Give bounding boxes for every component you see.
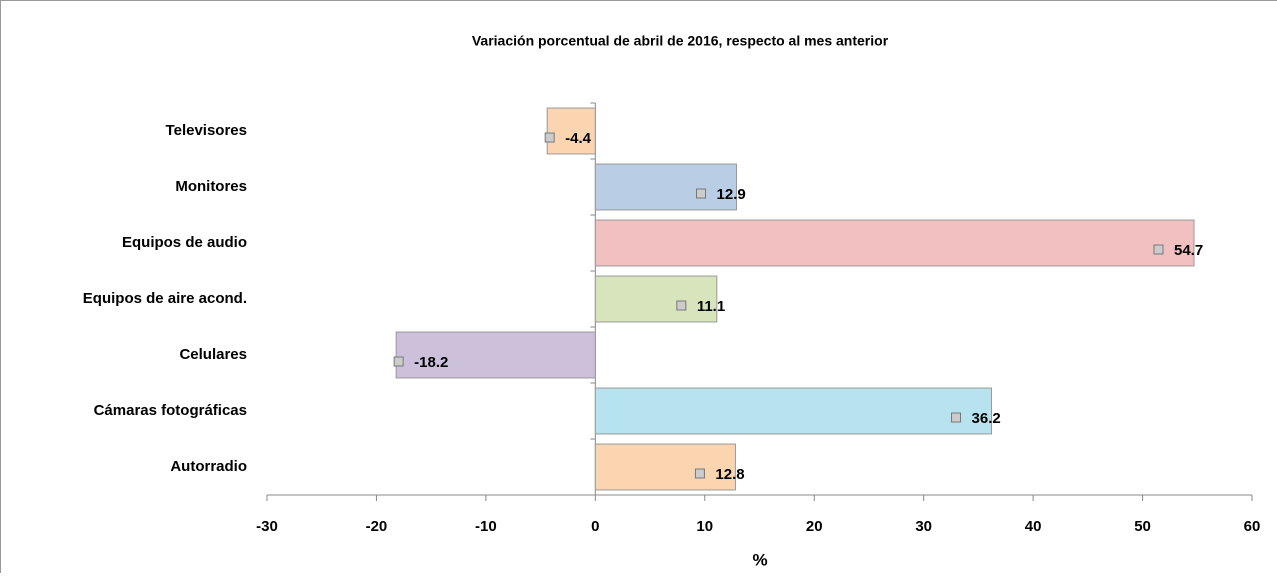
y-tick-label: Celulares — [179, 346, 247, 363]
y-tick-label: Autorradio — [170, 458, 247, 475]
label-marker — [697, 189, 706, 198]
x-tick-label: -10 — [475, 518, 497, 535]
label-marker — [394, 357, 403, 366]
label-marker — [952, 413, 961, 422]
bar — [595, 388, 991, 434]
bar — [595, 164, 736, 210]
x-tick-label: 0 — [591, 518, 599, 535]
y-tick-label: Monitores — [175, 178, 247, 195]
x-tick-label: 30 — [915, 518, 932, 535]
bar — [595, 444, 735, 490]
x-tick-label: 40 — [1025, 518, 1042, 535]
x-tick-label: -20 — [366, 518, 388, 535]
x-tick-label: 60 — [1244, 518, 1261, 535]
data-label: 12.9 — [717, 186, 746, 203]
data-label: 36.2 — [972, 410, 1001, 427]
data-label: -18.2 — [414, 354, 448, 371]
x-tick-label: 10 — [696, 518, 713, 535]
y-tick-label: Equipos de audio — [122, 234, 247, 251]
x-tick-label: 20 — [806, 518, 823, 535]
x-axis-label: % — [752, 550, 767, 569]
data-label: -4.4 — [565, 130, 592, 147]
y-tick-label: Cámaras fotográficas — [94, 402, 247, 419]
data-label: 12.8 — [715, 466, 744, 483]
data-label: 11.1 — [697, 298, 725, 315]
label-marker — [1154, 245, 1163, 254]
x-tick-label: -30 — [256, 518, 278, 535]
label-marker — [677, 301, 686, 310]
chart-title: Variación porcentual de abril de 2016, r… — [472, 33, 889, 49]
x-tick-label: 50 — [1134, 518, 1151, 535]
label-marker — [695, 469, 704, 478]
data-label: 54.7 — [1174, 242, 1203, 259]
bar — [595, 220, 1194, 266]
y-tick-label: Equipos de aire acond. — [83, 290, 247, 307]
y-tick-label: Televisores — [166, 122, 247, 139]
label-marker — [545, 133, 554, 142]
